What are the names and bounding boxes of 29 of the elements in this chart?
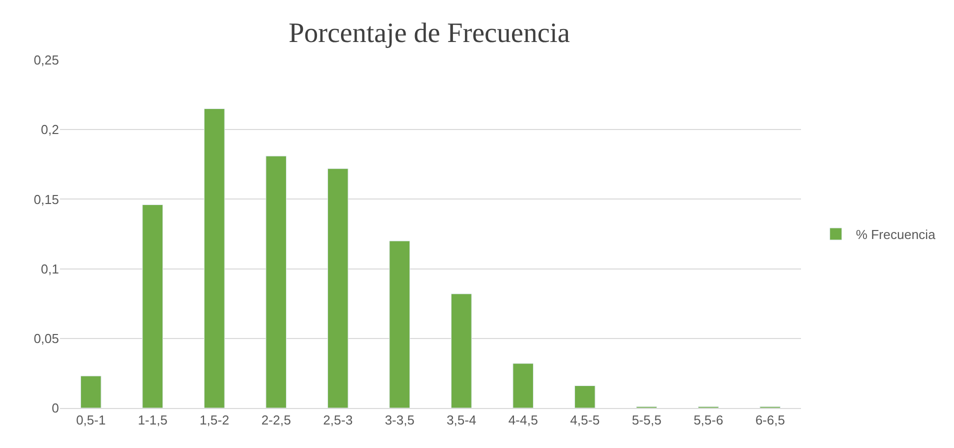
x-tick-label: 0,5-1	[76, 412, 106, 428]
bar	[389, 240, 410, 408]
x-tick-label: 5,5-6	[694, 412, 724, 428]
chart-title: Porcentaje de Frecuencia	[288, 18, 571, 49]
x-tick-label: 2,5-3	[323, 412, 353, 428]
bar	[512, 363, 534, 408]
y-tick-label: 0,25	[34, 52, 59, 68]
bar	[266, 156, 287, 408]
x-tick-label: 1-1,5	[138, 412, 168, 428]
x-tick-label: 3-3,5	[384, 412, 414, 428]
x-tick-label: 3,5-4	[446, 412, 476, 428]
bar	[142, 204, 164, 408]
bar	[574, 385, 596, 408]
x-tick-label: 4-4,5	[508, 412, 538, 428]
bar	[80, 376, 102, 408]
x-tick-label: 1,5-2	[200, 412, 230, 428]
bar	[204, 108, 225, 408]
y-tick-label: 0,2	[40, 122, 59, 138]
x-tick-label: 5-5,5	[632, 412, 662, 428]
legend-label: % Frecuencia	[856, 227, 936, 242]
x-tick-label: 2-2,5	[261, 412, 291, 428]
y-tick-label: 0,1	[40, 261, 59, 276]
x-tick-label: 6-6,5	[755, 412, 785, 428]
bar	[327, 168, 348, 408]
bar	[450, 294, 472, 408]
x-tick-label: 4,5-5	[570, 412, 600, 428]
y-tick-label: 0,05	[34, 330, 59, 346]
y-tick-label: 0,15	[34, 192, 59, 207]
y-tick-label: 0	[52, 400, 59, 416]
